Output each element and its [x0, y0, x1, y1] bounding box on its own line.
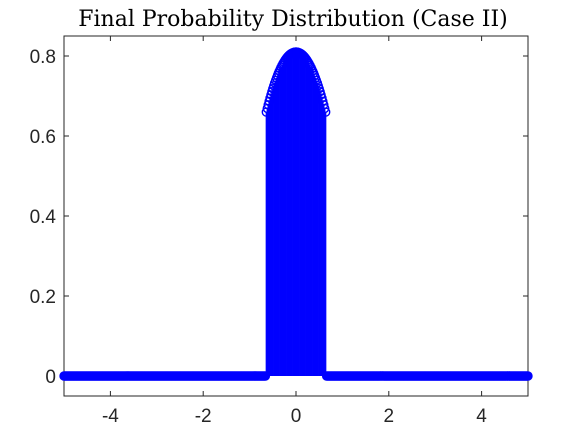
y-tick-label: 0.2: [30, 287, 56, 308]
x-tick-label: 4: [476, 406, 487, 427]
y-tick-label: 0.8: [30, 47, 56, 68]
stem-marker: [260, 371, 271, 381]
y-tick-label: 0.4: [30, 207, 57, 228]
y-tick-label: 0.6: [30, 127, 56, 148]
chart-title: Final Probability Distribution (Case II): [78, 7, 508, 32]
stem-lines: [265, 52, 327, 376]
axis-ticks: -4 -2 0 2 4 0 0.2 0.4 0.6 0.8: [30, 36, 528, 427]
y-tick-label: 0: [45, 367, 56, 388]
stem-marker: [320, 107, 331, 117]
x-tick-label: -4: [102, 406, 119, 427]
stem-marker: [523, 371, 533, 381]
x-tick-label: 2: [384, 406, 395, 427]
x-tick-label: -2: [195, 406, 212, 427]
stem-markers: [59, 47, 533, 381]
x-tick-label: 0: [291, 406, 302, 427]
stem-marker: [320, 103, 330, 114]
